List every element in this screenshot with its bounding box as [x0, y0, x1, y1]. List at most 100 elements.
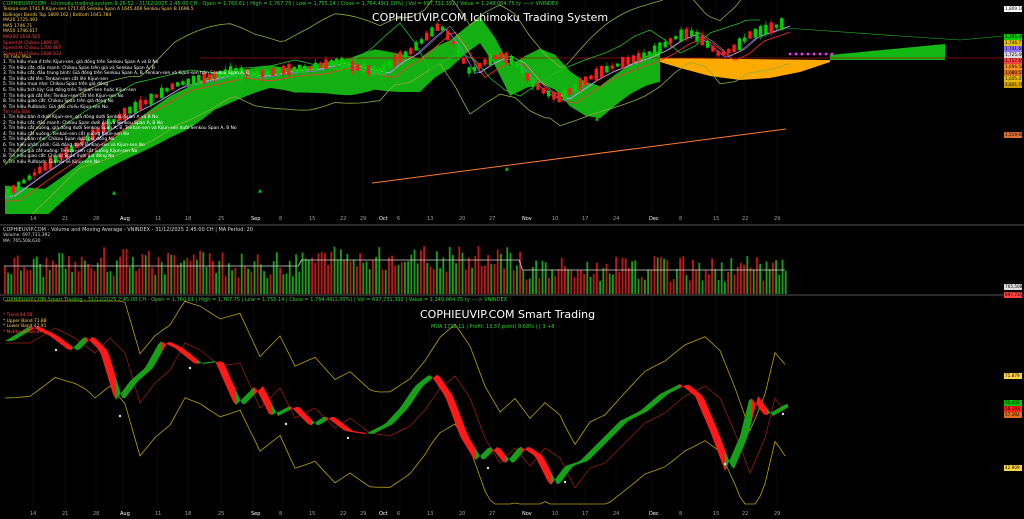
volume-bar	[740, 262, 742, 294]
volume-pane[interactable]: COPHIEUVIP.COM - Volume and Moving Avera…	[0, 226, 1003, 294]
signal-arrow: ▲	[258, 188, 262, 194]
trend-ribbon	[419, 380, 422, 392]
x-tick-label: 29	[360, 216, 367, 222]
trend-ribbon	[581, 457, 584, 464]
trend-ribbon	[551, 472, 554, 485]
x-tick-label: 6	[397, 511, 401, 517]
candle	[705, 40, 710, 48]
ichimoku-pane[interactable]: ▲ ▲ ▲ ▲ ▲ COPHIEUVIP.COM - Ichimoku trading …	[0, 0, 1003, 214]
candle	[281, 65, 286, 75]
volume-bar	[36, 256, 38, 294]
trend-ribbon	[101, 344, 104, 365]
volume-bar	[352, 260, 355, 294]
trend-ribbon	[380, 425, 383, 431]
price-tag: 1,809.16	[1004, 6, 1022, 12]
x-tick-label: 14	[30, 511, 37, 517]
signal-arrow: ▲	[112, 190, 116, 196]
lower-band	[4, 377, 786, 505]
volume-bar	[672, 279, 675, 294]
volume-bar	[503, 268, 505, 294]
volume-bar	[215, 272, 217, 294]
candle	[96, 128, 100, 134]
volume-bar	[64, 268, 67, 294]
signal-marker	[346, 436, 350, 440]
volume-bar	[157, 257, 160, 294]
volume-bar	[74, 261, 77, 294]
legend-line: 7. Tín hiệu giá cắt xuống: Tenkan-sen cắ…	[3, 148, 138, 154]
trend-ribbon	[344, 424, 347, 432]
trend-ribbon	[635, 412, 638, 418]
trend-ribbon	[719, 433, 722, 463]
x-tick-label: 15	[713, 216, 720, 222]
volume-bar	[365, 261, 368, 294]
x-tick-label: 8	[279, 216, 283, 222]
ichimoku-chart[interactable]: ▲ ▲ ▲ ▲ ▲	[0, 0, 1003, 214]
candle	[107, 118, 111, 130]
volume-bar	[647, 269, 649, 294]
legend-line: 6. Tín hiệu tích lũy: Giá đóng trên Tenk…	[3, 87, 137, 93]
trend-ribbon	[182, 347, 185, 356]
trend-ribbon	[362, 432, 365, 434]
volume-bar	[52, 260, 54, 294]
legend-line: 8. Tín hiệu giao cắt: Chikou Span trên g…	[3, 99, 114, 105]
x-tick-label: 6	[397, 216, 401, 222]
volume-bar	[4, 266, 6, 294]
candle	[716, 51, 720, 56]
candle	[478, 62, 482, 69]
candle	[27, 175, 31, 180]
volume-scale[interactable]	[1003, 226, 1024, 294]
volume-bar	[448, 247, 451, 294]
pane-divider[interactable]	[0, 294, 1024, 296]
volume-bar	[260, 264, 262, 294]
trend-ribbon	[455, 401, 458, 431]
candle	[228, 66, 233, 78]
trend-ribbon	[662, 391, 665, 400]
volume-bar	[592, 273, 595, 294]
price-tag: 1,746.71	[1004, 40, 1022, 46]
trend-ribbon	[647, 402, 650, 412]
trend-ribbon	[518, 446, 521, 458]
candle	[546, 90, 551, 97]
x-tick-label: Dec	[649, 216, 659, 222]
signal-marker	[781, 412, 785, 416]
volume-bar	[208, 253, 211, 294]
trend-ribbon	[122, 387, 125, 399]
candle	[462, 57, 466, 64]
buy-signals-heading: Tin hiệu Mua	[3, 55, 32, 60]
trend-ribbon	[116, 377, 119, 400]
volume-bar	[628, 268, 630, 294]
trend-ribbon	[188, 352, 191, 361]
trend-ribbon	[359, 431, 362, 434]
trend-ribbon	[431, 375, 434, 380]
volume-bar	[717, 280, 720, 294]
trend-ribbon	[83, 337, 86, 346]
volume-chart[interactable]	[0, 226, 1003, 294]
volume-bar	[711, 258, 713, 294]
candle	[393, 54, 397, 66]
volume-bar	[695, 269, 697, 294]
candle	[308, 66, 312, 70]
trend-ribbon	[395, 410, 398, 422]
x-tick-label: Aug	[120, 216, 130, 222]
trend-ribbon	[236, 390, 239, 405]
volume-bar	[762, 280, 765, 294]
legend-line: MA200 1634.505	[3, 34, 41, 40]
trend-ribbon	[299, 407, 302, 418]
volume-bar	[279, 267, 281, 294]
trend-ribbon	[560, 468, 563, 484]
candle	[345, 61, 349, 69]
pane-divider[interactable]	[0, 224, 1024, 226]
volume-bar	[151, 267, 153, 294]
x-tick-label: Oct	[379, 216, 388, 222]
trend-ribbon	[641, 407, 644, 415]
volume-bar	[199, 250, 201, 294]
smart-trading-chart[interactable]	[0, 296, 1003, 509]
trend-ribbon	[521, 446, 524, 455]
candle	[255, 71, 259, 79]
trend-ribbon	[311, 419, 314, 426]
candle	[690, 30, 694, 36]
volume-bar	[77, 271, 80, 294]
sell-signals-list: 1. Tín hiệu bán ở dưới Kijun-sen, giá đó…	[3, 115, 237, 165]
volume-bar	[535, 260, 537, 294]
smart-trading-pane[interactable]: COPHIEUVIP.COM Smart Trading - 31/12/202…	[0, 296, 1003, 509]
